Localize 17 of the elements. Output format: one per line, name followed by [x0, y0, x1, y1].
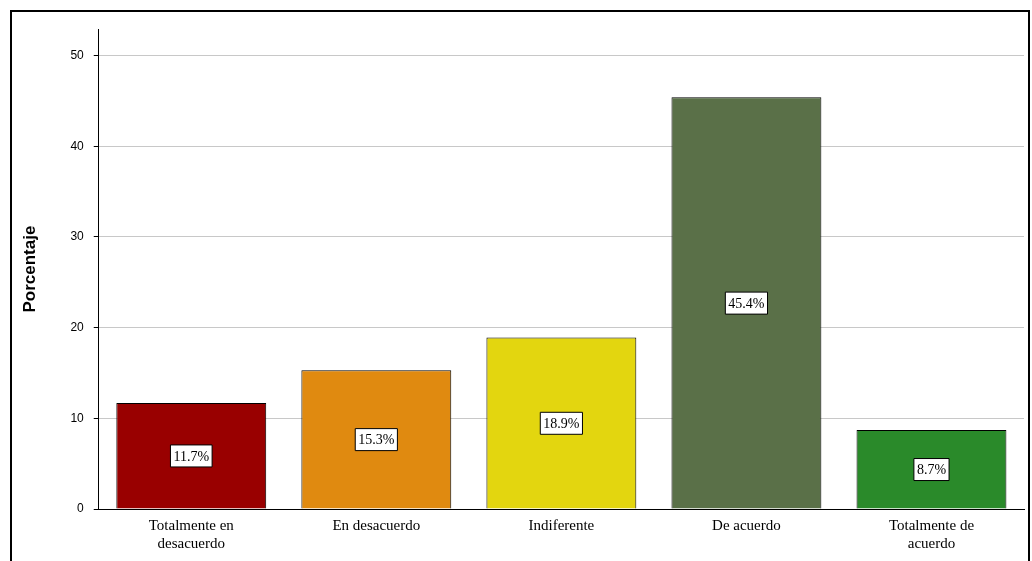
data-label: 18.9%: [543, 415, 580, 431]
x-tick-label: Totalmente en desacuerdo: [148, 516, 235, 551]
y-tick-label: 0: [77, 501, 85, 516]
data-label: 45.4%: [728, 295, 765, 311]
y-axis-title: Porcentaje: [19, 225, 39, 313]
x-tick-label: De acuerdo: [712, 516, 781, 533]
y-tick-label: 40: [70, 138, 85, 153]
x-tick-label: Totalmente de acuerdo: [888, 516, 975, 551]
data-label: 15.3%: [358, 432, 395, 448]
y-tick-label: 30: [70, 229, 85, 244]
data-label: 8.7%: [916, 462, 947, 478]
y-tick-label: 10: [70, 410, 85, 425]
x-tick-label: Indiferente: [528, 516, 595, 533]
y-tick-label: 50: [70, 47, 85, 62]
y-tick-label: 20: [70, 319, 85, 334]
data-label: 11.7%: [173, 448, 210, 464]
x-tick-label: En desacuerdo: [332, 516, 421, 533]
